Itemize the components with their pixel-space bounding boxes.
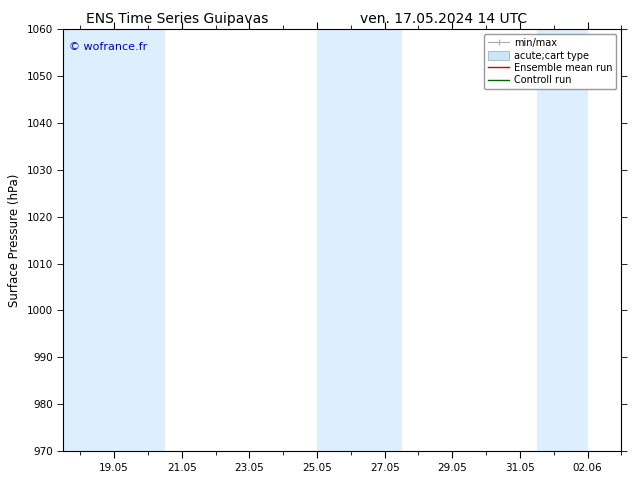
- Text: © wofrance.fr: © wofrance.fr: [69, 42, 147, 52]
- Text: ven. 17.05.2024 14 UTC: ven. 17.05.2024 14 UTC: [360, 12, 527, 26]
- Legend: min/max, acute;cart type, Ensemble mean run, Controll run: min/max, acute;cart type, Ensemble mean …: [484, 34, 616, 89]
- Text: ENS Time Series Guipavas: ENS Time Series Guipavas: [86, 12, 269, 26]
- Bar: [317, 29, 401, 451]
- Bar: [63, 29, 165, 451]
- Y-axis label: Surface Pressure (hPa): Surface Pressure (hPa): [8, 173, 21, 307]
- Bar: [537, 29, 588, 451]
